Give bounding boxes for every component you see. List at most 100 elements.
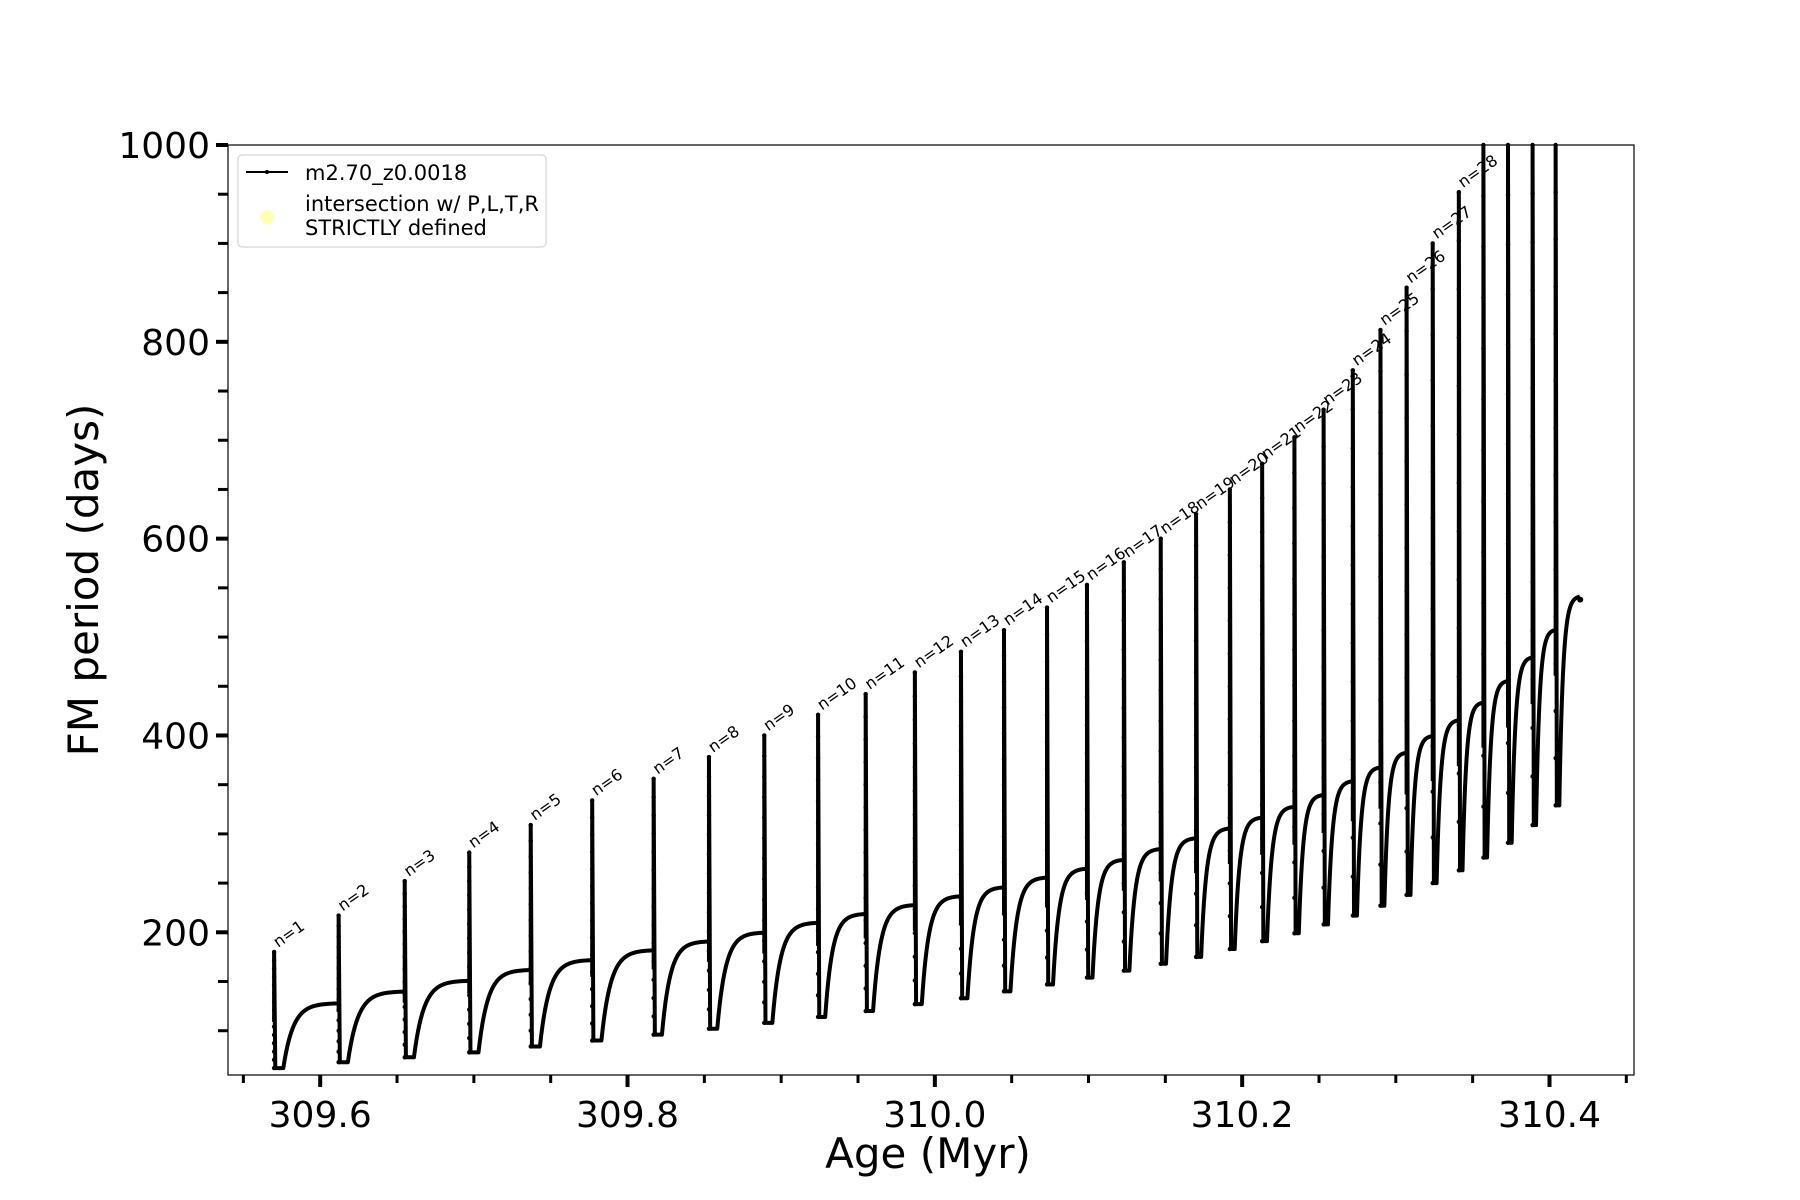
spike-dot [528,901,533,907]
spike-dot [589,969,595,975]
spike-dot [1350,757,1356,762]
spike-dot [1481,855,1486,860]
spike-dot [1084,750,1090,756]
spike-dot [958,748,964,754]
spike-dot [1505,790,1511,796]
spike-dot [1227,552,1233,558]
spike-dot [1430,789,1435,794]
spike-dot [1456,432,1462,437]
spike-dot [706,968,712,973]
spike-dot [1321,701,1326,707]
spike-dot [1121,676,1127,682]
spike-dot [1227,684,1233,689]
spike-dot [1044,605,1050,610]
spike-dot [1553,755,1558,761]
spike-dot [1404,458,1409,464]
spike-dot [1505,491,1511,497]
spike-dot [1350,562,1356,568]
spike-dot [1158,840,1163,845]
spike-dot [1530,725,1535,731]
spike-dot [1044,686,1050,691]
spike-dot [815,842,821,847]
spike-dot [1259,598,1265,603]
spike-dot [1321,885,1326,890]
spike-dot [1430,698,1435,703]
spike-dot [1259,904,1265,910]
spike-dot [1158,627,1163,632]
spike-dot [706,813,712,818]
spike-dot [1530,288,1535,293]
spike-dot [1456,868,1462,873]
pulse-spike-dots [402,878,407,1060]
spike-dot [589,832,595,837]
spike-dot [958,723,964,729]
spike-dot [1001,911,1007,917]
spike-dot [402,929,407,934]
spike-dot [1430,515,1435,520]
spike-dot [271,1041,277,1046]
spike-dot [863,918,868,923]
spike-dot [706,910,712,915]
spike-dot [528,965,533,970]
spike-dot [1481,244,1486,249]
pulse-spike-dots [467,850,472,1055]
spike-dot [815,820,821,825]
spike-dot [1044,659,1050,664]
legend: m2.70_z0.0018 intersection w/ P,L,T,R ST… [237,154,547,248]
spike-dot [1530,628,1535,633]
spike-dot [528,980,533,986]
spike-dot [762,815,767,820]
spike-dot [1378,697,1383,703]
spike-dot [336,923,341,929]
spike-dot [1553,237,1558,242]
x-tick-label: 309.6 [269,1095,372,1136]
pulse-spike-dots [1292,435,1297,936]
spike-dot [1430,606,1435,612]
spike-dot [1505,242,1511,247]
spike-dot [1121,618,1127,623]
spike-dot [336,944,341,950]
spike-dot [1121,589,1127,594]
spike-dot [1430,286,1435,292]
legend-box [237,154,547,248]
y-tick-label: 600 [141,520,210,561]
spike-dot [863,691,868,697]
spike-dot [1084,582,1090,588]
spike-dot [912,693,918,699]
spike-dot [1158,718,1163,724]
pulse-spike-dots [1158,536,1163,966]
spike-dot [815,971,821,976]
spike-dot [402,1004,407,1010]
spike-dot [1227,782,1233,788]
spike-dot [1553,378,1558,384]
spike-dot [762,835,767,841]
spike-dot [815,885,821,890]
spike-dot [1456,238,1462,243]
spike-dot [1121,647,1127,652]
x-axis-label: Age (Myr) [825,1129,1031,1178]
spike-dot [651,867,656,873]
spike-dot [1481,499,1486,504]
spike-dot [1158,566,1163,572]
spike-dot [1456,529,1462,534]
spike-dot [1430,880,1435,886]
spike-dot [863,940,868,946]
spike-dot [589,849,595,855]
spike-dot [958,946,964,951]
spike-dot [1193,511,1199,517]
axis-ticks: 309.6 309.8 310.0 310.2 310.4 200 400 600 800 100… [118,126,1628,1136]
spike-dot [1505,391,1511,397]
spike-dot [863,714,868,719]
spike-dot [467,864,472,870]
spike-dot [1227,520,1233,525]
pulse-curve [402,879,469,1060]
spike-dot [1378,451,1383,456]
spike-dot [1044,874,1050,879]
spike-dot [1292,505,1297,511]
spike-dot [402,1029,407,1035]
pulse-curve [863,692,916,1014]
spike-dot [1193,828,1199,833]
spike-dot [1378,821,1383,826]
spike-dot [1321,664,1326,670]
pulse-curve [1506,143,1534,845]
